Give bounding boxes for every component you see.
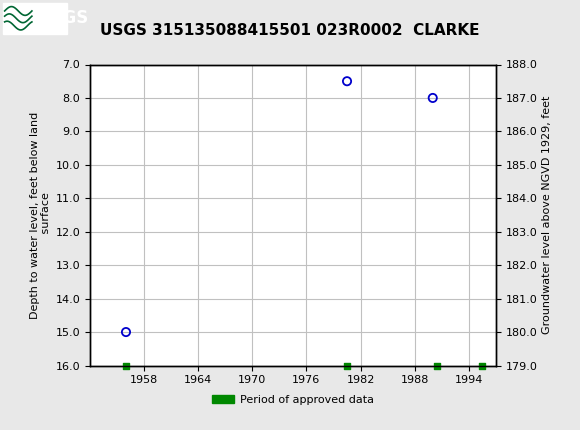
Point bbox=[478, 362, 487, 369]
Point bbox=[342, 78, 351, 85]
Text: USGS: USGS bbox=[38, 9, 89, 27]
Text: USGS 315135088415501 023R0002  CLARKE: USGS 315135088415501 023R0002 CLARKE bbox=[100, 23, 480, 37]
Point bbox=[478, 54, 487, 61]
Y-axis label: Groundwater level above NGVD 1929, feet: Groundwater level above NGVD 1929, feet bbox=[542, 96, 552, 334]
Point bbox=[121, 329, 130, 335]
Point bbox=[428, 95, 437, 101]
Y-axis label: Depth to water level, feet below land
 surface: Depth to water level, feet below land su… bbox=[30, 111, 51, 319]
Point bbox=[433, 362, 442, 369]
Bar bbox=[3, 3, 67, 34]
Point bbox=[342, 362, 351, 369]
Legend: Period of approved data: Period of approved data bbox=[208, 391, 378, 410]
Point bbox=[121, 362, 130, 369]
